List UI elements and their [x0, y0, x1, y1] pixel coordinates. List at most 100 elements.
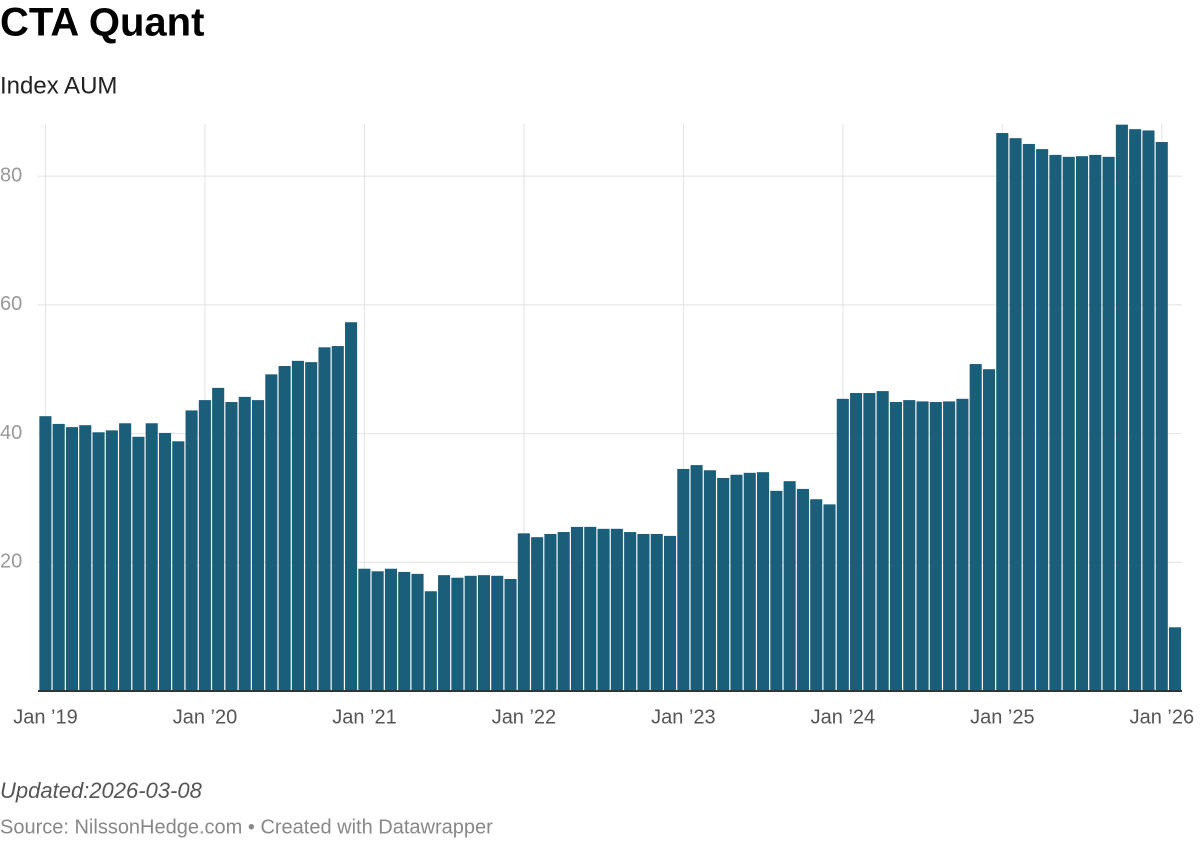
bar [677, 468, 690, 691]
y-tick-label: 60 [0, 293, 22, 315]
bar [1155, 142, 1168, 691]
bar [278, 365, 291, 691]
bar [172, 441, 185, 691]
bar [703, 470, 716, 691]
bar [1049, 154, 1062, 692]
bar [438, 575, 451, 691]
bar [79, 425, 92, 691]
note: Updated:2026-03-08 [0, 778, 203, 803]
bar [850, 393, 863, 691]
bar [690, 465, 703, 691]
bar [291, 360, 304, 691]
bar [783, 481, 796, 691]
bar [119, 423, 132, 691]
bar [398, 571, 411, 691]
x-tick-label: Jan ’20 [173, 706, 238, 728]
bar [1102, 156, 1115, 691]
bar [451, 577, 464, 691]
bar [251, 400, 265, 691]
bar [969, 364, 982, 691]
bar [491, 575, 504, 691]
bar [464, 575, 477, 691]
bar [198, 400, 211, 691]
bar [876, 391, 889, 691]
bar [1062, 156, 1075, 691]
bar [517, 533, 530, 691]
bar [318, 347, 331, 691]
bar [1129, 129, 1142, 692]
bar [185, 410, 198, 691]
bar [39, 416, 52, 691]
source: Source: NilssonHedge.com • Created with … [0, 816, 493, 838]
bar [1115, 124, 1128, 692]
bar [158, 432, 172, 691]
bar [65, 427, 79, 691]
y-tick-label: 80 [0, 164, 22, 186]
bar [610, 528, 623, 691]
bar [92, 432, 105, 691]
x-tick-label: Jan ’19 [13, 706, 78, 728]
layer [39, 124, 1182, 692]
bar [810, 499, 823, 691]
bar [225, 402, 238, 691]
bar [650, 533, 663, 691]
bar [823, 504, 836, 691]
bar [889, 402, 903, 691]
bar [145, 423, 158, 691]
bar [557, 532, 570, 691]
bar [570, 526, 584, 691]
bar [1142, 130, 1155, 692]
bar [929, 402, 942, 691]
y-tick-label: 40 [0, 422, 22, 444]
bar [1075, 156, 1089, 692]
bar [1089, 154, 1102, 692]
bar [796, 488, 809, 691]
bar [265, 374, 278, 691]
bar [663, 535, 677, 691]
bar [1036, 149, 1049, 692]
x-tick-label: Jan ’26 [1130, 706, 1195, 728]
bar [730, 474, 743, 691]
bar [1022, 143, 1035, 692]
bar [982, 369, 996, 691]
x-tick-label: Jan ’21 [332, 706, 397, 728]
chart-title: CTA Quant [0, 1, 204, 45]
bar [916, 401, 929, 691]
x-tick-label: Jan ’23 [651, 706, 716, 728]
bar [1169, 627, 1182, 691]
bar [305, 362, 318, 691]
bar [424, 591, 437, 691]
bar [212, 387, 225, 691]
bar [371, 571, 384, 691]
bar [411, 573, 424, 691]
x-tick-label: Jan ’25 [970, 706, 1035, 728]
x-tick-label: Jan ’24 [811, 706, 876, 728]
bar [743, 472, 756, 691]
bar [836, 398, 849, 691]
x-tick-label: Jan ’22 [492, 706, 557, 728]
bar [624, 532, 637, 691]
bar [384, 568, 397, 691]
bar [597, 528, 610, 691]
bar [345, 322, 358, 691]
layer: 20 40 60 80 Jan ’19 Jan ’20 Jan ’21 Jan ’22 Jan … [0, 164, 1194, 728]
bar [331, 346, 344, 691]
bar [717, 477, 730, 691]
bar [531, 537, 544, 691]
bar [238, 396, 251, 691]
bar [477, 575, 491, 691]
bar [1009, 138, 1022, 691]
bar [903, 400, 916, 691]
bar [504, 579, 517, 691]
bar [52, 423, 65, 691]
bar [956, 398, 969, 691]
bar [105, 430, 118, 691]
y-tick-label: 20 [0, 551, 22, 573]
bar [943, 401, 956, 691]
bar [358, 568, 371, 691]
bar [544, 533, 557, 691]
bar [757, 472, 770, 691]
bar [863, 393, 876, 691]
